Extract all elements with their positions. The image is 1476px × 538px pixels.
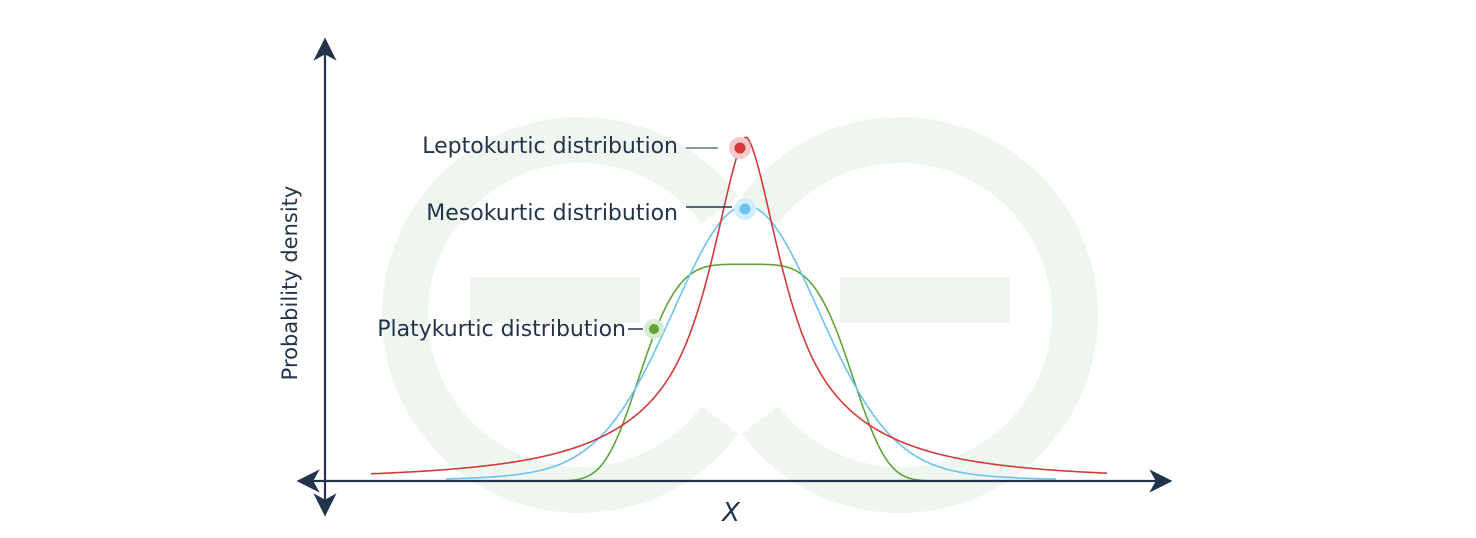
axes bbox=[296, 37, 1173, 517]
mesokurtic-label: Mesokurtic distribution bbox=[426, 201, 678, 226]
y-axis-arrow-bottom-icon bbox=[313, 493, 337, 517]
platykurtic-curve bbox=[556, 263, 950, 482]
leptokurtic-label: Leptokurtic distribution bbox=[422, 134, 678, 159]
x-axis-label: X bbox=[720, 498, 741, 528]
platykurtic-marker bbox=[649, 324, 659, 334]
y-axis-label: Probability density bbox=[278, 186, 302, 381]
x-axis-arrow-left-icon bbox=[296, 469, 320, 493]
leptokurtic-marker bbox=[734, 142, 746, 154]
y-axis-arrow-top-icon bbox=[313, 37, 337, 61]
platykurtic-label: Platykurtic distribution bbox=[377, 317, 626, 342]
mesokurtic-marker bbox=[739, 203, 751, 215]
watermark-logo bbox=[382, 117, 1098, 513]
callouts bbox=[628, 137, 756, 339]
x-axis-arrow-right-icon bbox=[1149, 469, 1173, 493]
